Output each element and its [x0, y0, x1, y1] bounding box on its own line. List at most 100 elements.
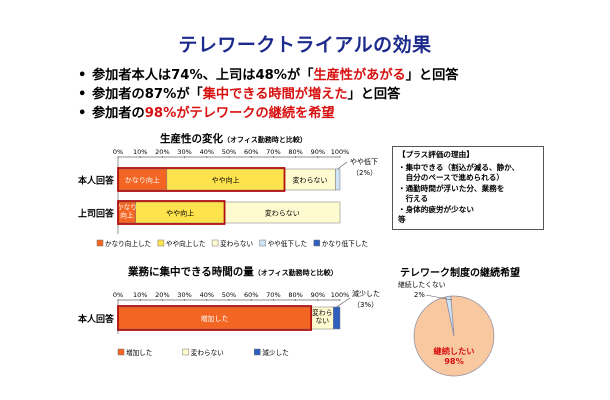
- annotation-value: （2%）: [352, 169, 377, 177]
- bar-segment: [333, 306, 341, 330]
- legend-swatch: [259, 239, 266, 247]
- bullet-highlight: 98%がテレワークの継続を希望: [144, 106, 335, 121]
- chart2-title: 業務に集中できる時間の量（オフィス勤務時と比較）: [128, 264, 338, 279]
- legend-swatch: [182, 348, 190, 356]
- legend-label: 増加した: [126, 348, 152, 357]
- legend-swatch: [157, 239, 165, 247]
- plus-reasons-title: 【プラス評価の理由】: [398, 150, 474, 159]
- pie-slice-label: 継続したい: [434, 346, 475, 356]
- x-tick-label: 100%: [331, 148, 350, 156]
- highlight-frame: [117, 167, 286, 192]
- bar-data-label: ない: [315, 317, 329, 325]
- annotation-label: 減少した: [352, 289, 380, 298]
- annotation-label: やや低下: [350, 157, 378, 166]
- productivity-chart: 0% 10% 20% 30% 40% 50% 60% 70% 80% 90% 100%本人回答 かなり…: [78, 148, 378, 248]
- bar-data-label: やや向上: [212, 176, 240, 185]
- bullet-list: • 参加者本人は74%、上司は48%が「生産性があがる」と回答 • 参加者の87%が…: [78, 66, 598, 123]
- x-tick-label: 0%: [113, 148, 123, 156]
- annotation-leader-line: [337, 161, 348, 170]
- highlight-frame: [117, 305, 313, 331]
- bullet-item: • 参加者本人は74%、上司は48%が「生産性があがる」と回答: [78, 66, 598, 85]
- bar-data-label: 変わらない: [293, 176, 328, 185]
- bar-segment: [335, 168, 341, 191]
- bullet-item: • 参加者の98%がテレワークの継続を希望: [78, 104, 598, 123]
- category-label: 本人回答: [78, 313, 115, 325]
- x-tick-label: 60%: [244, 291, 258, 299]
- pie-slice-value: 98%: [444, 356, 464, 366]
- bullet-dot-icon: •: [78, 106, 87, 121]
- legend-label: かなり向上した: [105, 239, 151, 248]
- highlight-frame: [117, 200, 226, 225]
- x-tick-label: 10%: [133, 148, 147, 156]
- x-tick-label: 40%: [200, 291, 214, 299]
- chart1-subtitle: （オフィス勤務時と比較）: [223, 136, 307, 144]
- x-tick-label: 70%: [266, 148, 280, 156]
- bullet-highlight: 集中できる時間が増えた: [202, 87, 348, 102]
- pie-slice-label: 継続したくない: [398, 280, 446, 289]
- legend-label: やや向上した: [166, 239, 206, 248]
- plus-reason-line: 等: [398, 215, 406, 224]
- legend-swatch: [211, 239, 219, 247]
- chart2-title-text: 業務に集中できる時間の量: [128, 266, 254, 278]
- plus-reason-line: ・身体的疲労が少ない: [398, 204, 474, 214]
- plus-reasons-box: 【プラス評価の理由】 ・集中できる（割込が減る、静か、 自分のペースで進められる…: [392, 146, 544, 230]
- x-tick-label: 20%: [155, 148, 169, 156]
- plus-reason-line: ・通勤時間が浮いた分、業務を: [398, 183, 505, 193]
- bullet-text-pre: 参加者の: [92, 106, 145, 121]
- x-tick-label: 50%: [222, 148, 236, 156]
- x-tick-label: 30%: [177, 148, 191, 156]
- bullet-text-post: 」と回答: [405, 68, 459, 83]
- bullet-item: • 参加者の87%が「集中できる時間が増えた」と回答: [78, 85, 598, 104]
- x-tick-label: 20%: [155, 291, 169, 299]
- page-title: テレワークトライアルの効果: [178, 34, 432, 56]
- legend-swatch: [254, 348, 261, 356]
- x-tick-label: 90%: [311, 148, 325, 156]
- legend-swatch: [117, 348, 125, 356]
- category-label: 本人回答: [78, 175, 115, 187]
- legend-swatch: [313, 239, 321, 247]
- bar-data-label: かなり向上: [125, 176, 160, 185]
- x-tick-label: 90%: [311, 291, 325, 299]
- bar-data-label: やや向上: [166, 209, 194, 218]
- legend-label: 減少した: [262, 348, 288, 357]
- x-tick-label: 60%: [244, 148, 258, 156]
- bar-data-label: かなり: [117, 204, 137, 212]
- legend-label: かなり低下した: [322, 239, 368, 248]
- x-tick-label: 80%: [288, 291, 302, 299]
- bullet-dot-icon: •: [78, 87, 87, 102]
- category-label: 上司回答: [78, 208, 115, 220]
- pie-leader-line: [425, 294, 453, 301]
- x-tick-label: 0%: [113, 291, 123, 299]
- chart1-title-text: 生産性の変化: [160, 133, 223, 145]
- legend-label: やや低下した: [268, 239, 308, 248]
- x-tick-label: 100%: [331, 291, 350, 299]
- x-tick-label: 40%: [200, 148, 214, 156]
- bullet-text-pre: 参加者本人は74%、上司は48%が「: [92, 68, 314, 83]
- legend-label: 変わらない: [191, 348, 224, 357]
- bar-data-label: 変わらない: [265, 209, 300, 218]
- plus-reason-line: 自分のペースで進められる）: [398, 173, 504, 182]
- chart2-subtitle: （オフィス勤務時と比較）: [253, 269, 338, 277]
- plus-reason-line: 行える: [398, 194, 429, 203]
- pie-slice: [445, 295, 455, 337]
- legend-swatch: [96, 239, 104, 247]
- x-tick-label: 70%: [266, 291, 280, 299]
- plus-reason-line: ・集中できる（割込が減る、静か、: [398, 162, 520, 172]
- x-tick-label: 10%: [133, 291, 147, 299]
- bullet-highlight: 生産性があがる: [313, 68, 406, 83]
- legend-label: 変わらない: [220, 239, 253, 248]
- pie-title: テレワーク制度の継続希望: [400, 268, 520, 279]
- x-tick-label: 80%: [288, 148, 302, 156]
- bar-data-label: 増加した: [201, 314, 229, 323]
- bullet-text-pre: 参加者の87%が「: [92, 87, 203, 102]
- bullet-dot-icon: •: [78, 68, 87, 83]
- bar-data-label: 変わら: [312, 308, 332, 317]
- annotation-value: （3%）: [353, 301, 378, 309]
- bar-data-label: 向上: [120, 211, 134, 220]
- pie-slice-value: 2%: [414, 291, 425, 299]
- annotation-leader-line: [336, 297, 351, 308]
- bullet-text-post: 」と回答: [347, 87, 401, 102]
- focus-time-chart: 0% 10% 20% 30% 40% 50% 60% 70% 80% 90% 100%本人回答 増加し…: [78, 289, 380, 357]
- chart1-title: 生産性の変化（オフィス勤務時と比較）: [160, 131, 307, 146]
